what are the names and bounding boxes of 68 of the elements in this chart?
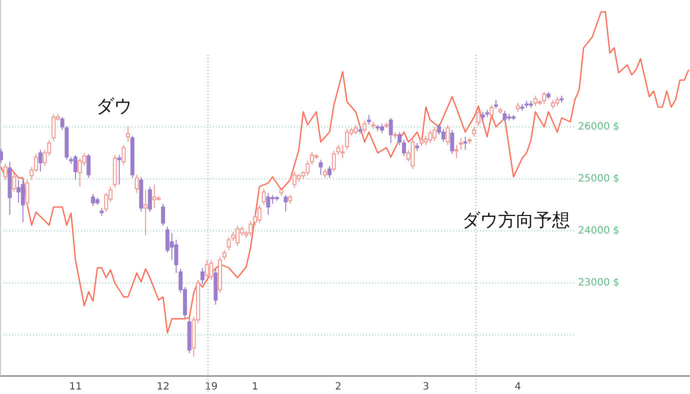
candlestick — [148, 186, 152, 212]
x-tick-label: 12 — [156, 382, 170, 393]
candlestick — [257, 204, 262, 224]
candlestick — [86, 153, 91, 178]
candlestick — [410, 138, 415, 170]
candlestick — [446, 124, 450, 146]
candlestick — [104, 192, 108, 212]
candlestick — [38, 149, 42, 172]
candlestick — [0, 148, 4, 164]
y-tick-label: 23000 $ — [578, 278, 620, 289]
candlestick — [490, 104, 494, 119]
annotation: ダウ方向予想 — [462, 210, 570, 231]
candlestick — [542, 92, 546, 105]
candlestick — [248, 220, 253, 237]
x-tick-label: 4 — [514, 382, 522, 393]
candlestick — [463, 136, 468, 150]
candlestick — [332, 150, 336, 172]
y-tick-label: 26000 $ — [578, 122, 620, 133]
candlestick — [502, 110, 507, 122]
candlestick — [388, 118, 393, 144]
candlestick — [555, 96, 560, 107]
candlestick — [52, 113, 56, 142]
x-tick-label: 2 — [335, 382, 342, 393]
x-tick-label: 3 — [422, 382, 430, 393]
candlestick — [472, 126, 476, 138]
candlestick — [266, 192, 270, 216]
candlestick — [200, 267, 204, 284]
candlestick — [340, 144, 345, 159]
candlestick — [441, 128, 446, 142]
candlestick — [20, 179, 25, 223]
y-tick-label: 24000 $ — [578, 226, 620, 237]
candlestick — [428, 130, 432, 144]
candlestick — [117, 154, 122, 186]
candlestick — [458, 137, 463, 150]
candlestick — [432, 126, 437, 142]
annotation: ダウ — [96, 96, 132, 117]
x-tick-label: 11 — [69, 382, 82, 393]
candlestick — [3, 163, 8, 180]
candlestick — [450, 130, 454, 154]
candlestick — [16, 179, 21, 204]
candlestick — [336, 144, 340, 156]
candlestick — [354, 124, 358, 136]
candlestick — [454, 144, 459, 159]
candlestick — [366, 114, 371, 126]
candlestick — [345, 128, 350, 150]
candlestick — [122, 144, 126, 166]
candlestick — [398, 132, 402, 146]
candlestick — [144, 189, 148, 236]
candlestick — [209, 260, 214, 280]
candlestick — [284, 194, 288, 212]
candlestick — [318, 159, 323, 176]
candlestick — [161, 203, 166, 226]
candlestick — [362, 120, 367, 134]
candlestick — [152, 184, 156, 209]
candlestick — [73, 154, 78, 180]
y-tick-label: 25000 $ — [578, 174, 620, 185]
x-tick-label: 1 — [252, 382, 258, 393]
candlestick — [25, 179, 30, 206]
candlestick — [222, 250, 226, 261]
line-series — [0, 11, 690, 334]
candlestick — [134, 174, 139, 194]
candlestick — [402, 139, 406, 157]
candlestick — [12, 173, 16, 192]
candlestick — [262, 188, 266, 206]
candlestick — [437, 123, 442, 136]
candlestick — [476, 109, 480, 126]
candlestick — [126, 126, 130, 142]
candlestick — [328, 165, 332, 178]
